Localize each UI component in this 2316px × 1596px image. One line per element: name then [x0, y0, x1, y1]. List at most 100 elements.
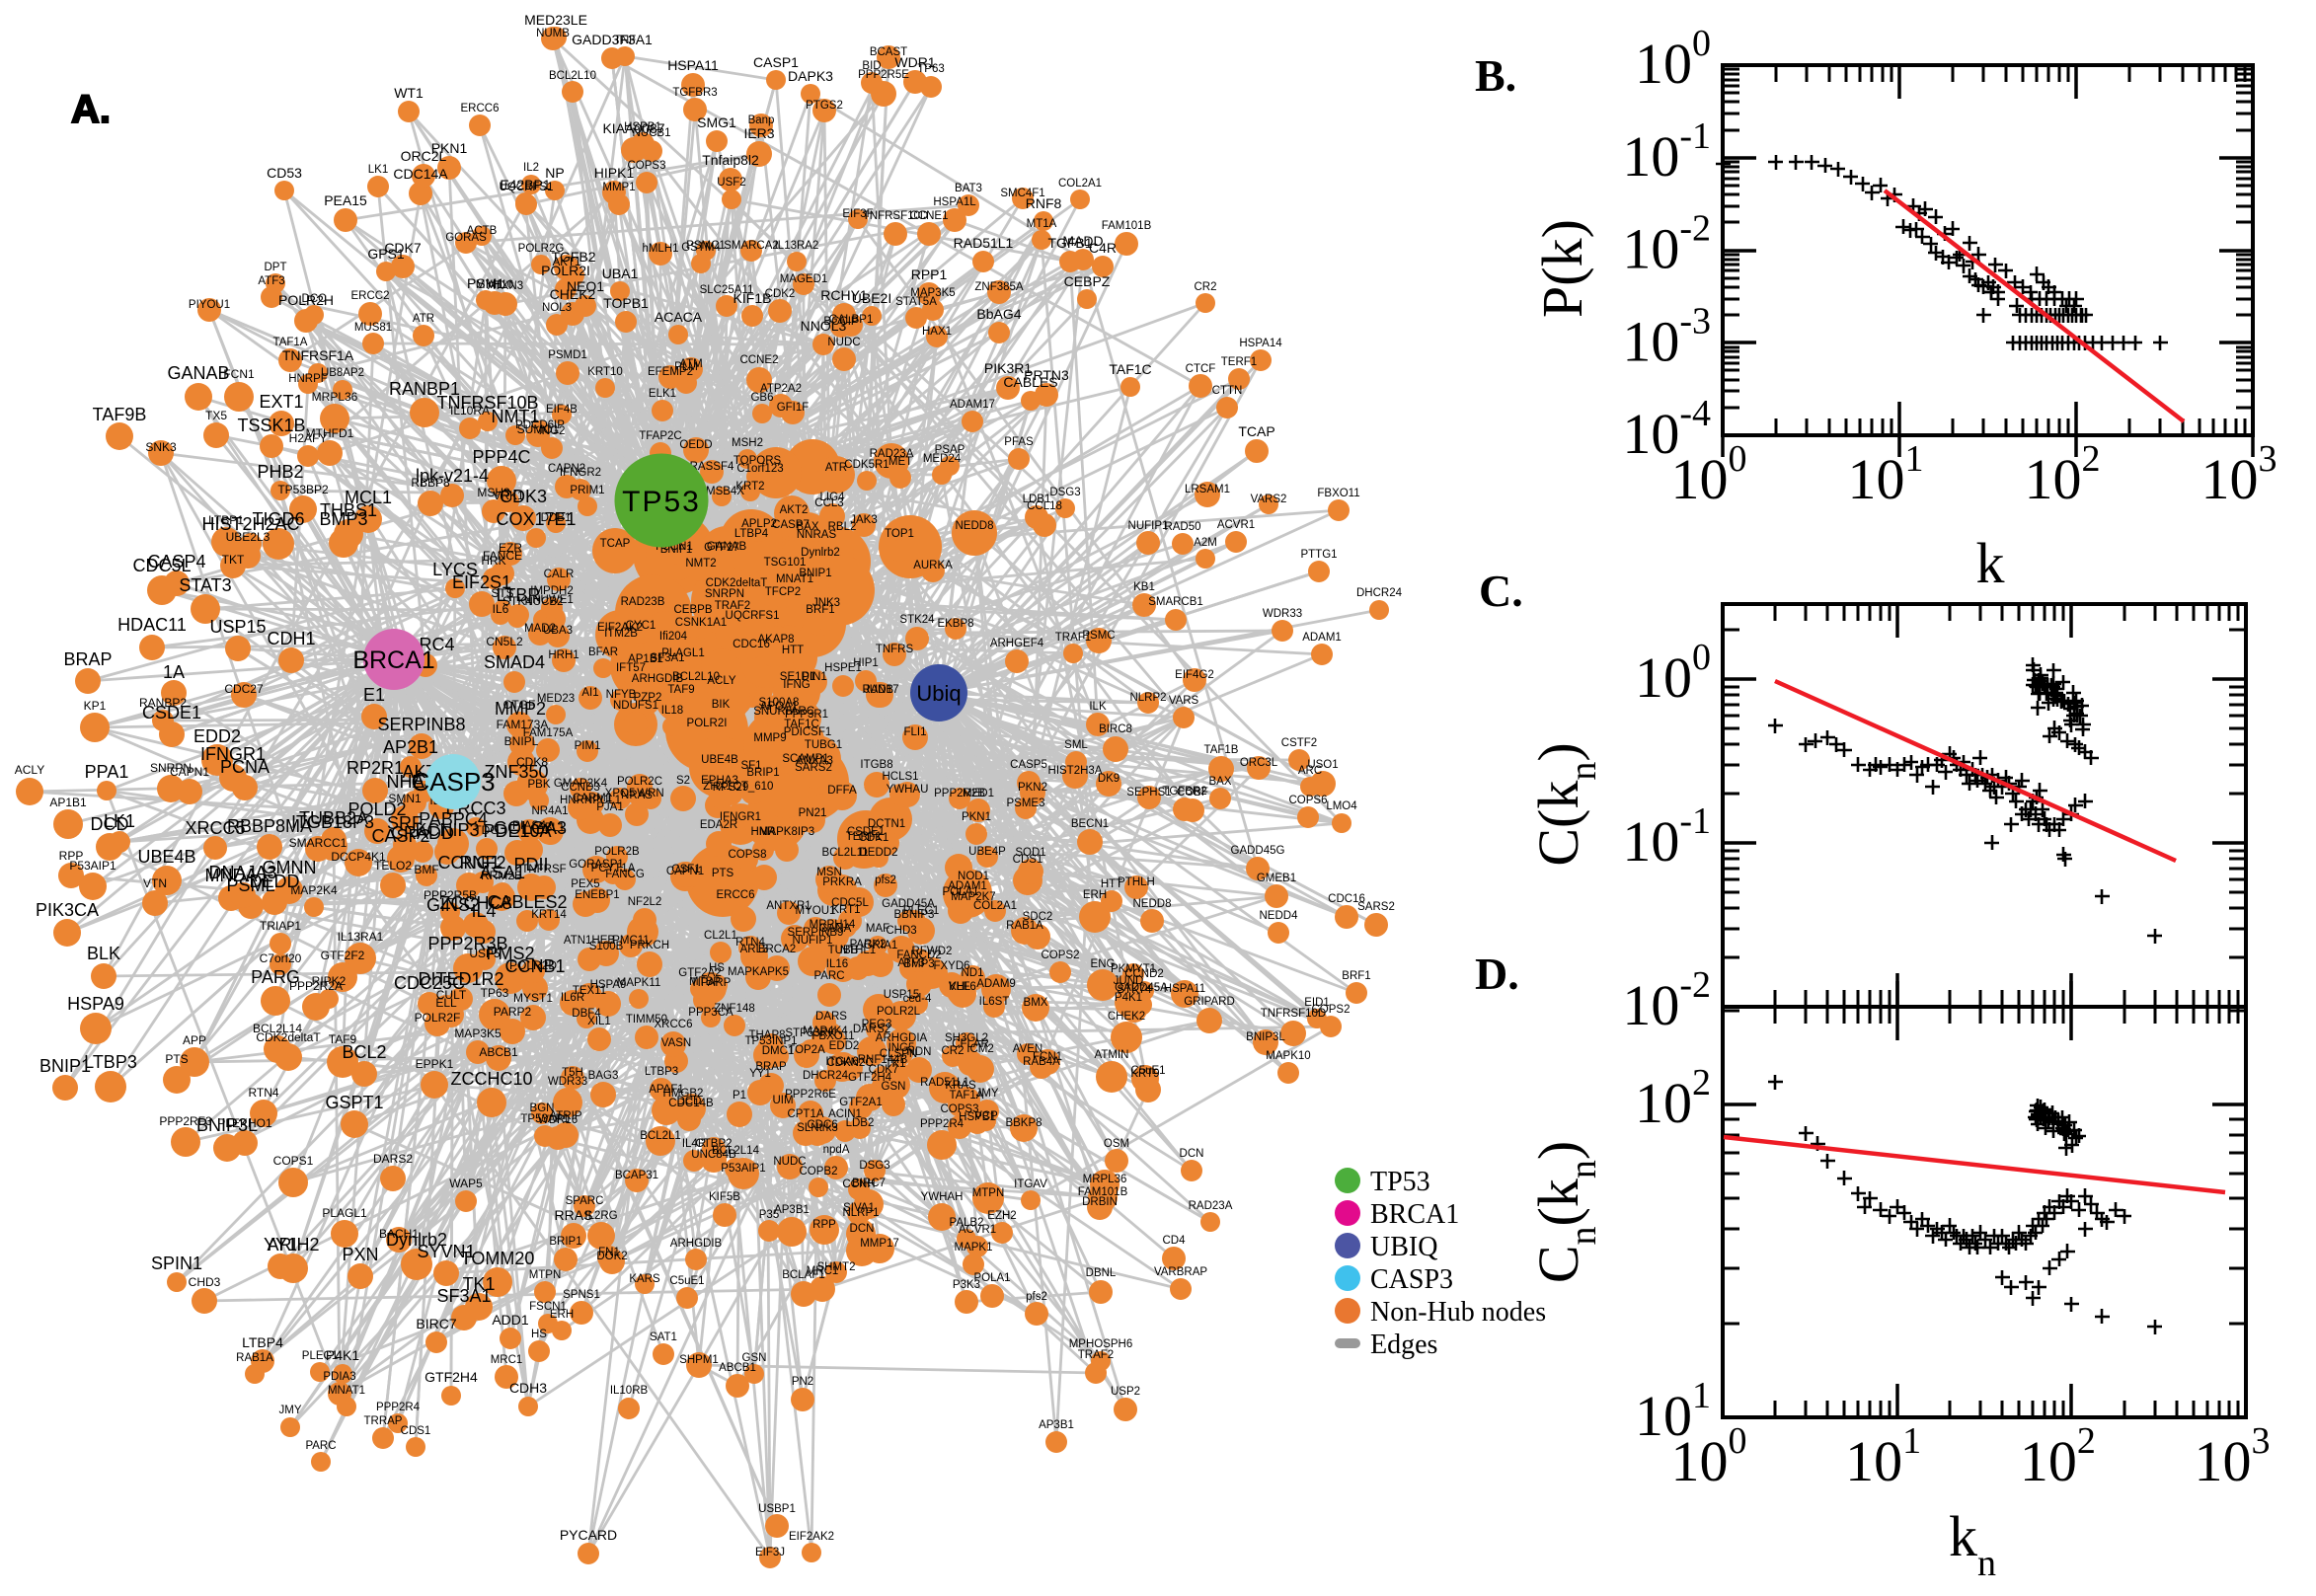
svg-text:UBA1: UBA1 [602, 266, 639, 281]
svg-text:AKT1: AKT1 [553, 257, 581, 268]
svg-text:PRIM1: PRIM1 [570, 485, 604, 496]
svg-text:CR2: CR2 [1194, 281, 1216, 293]
svg-text:LIG4: LIG4 [820, 492, 846, 503]
svg-text:NEDD4: NEDD4 [1260, 910, 1299, 922]
svg-text:SPARC: SPARC [566, 1195, 604, 1207]
svg-text:CDC16: CDC16 [733, 639, 770, 650]
svg-text:WRN: WRN [637, 788, 663, 799]
svg-text:HS: HS [531, 1329, 547, 1340]
svg-text:AI1: AI1 [581, 687, 598, 699]
svg-text:NNRAS: NNRAS [797, 529, 837, 541]
svg-text:ARHGDIB: ARHGDIB [632, 673, 684, 685]
svg-text:TK1: TK1 [885, 1058, 905, 1070]
svg-text:PN21: PN21 [799, 807, 827, 819]
svg-text:NUDC: NUDC [827, 337, 860, 348]
svg-text:IFNG: IFNG [783, 679, 811, 691]
svg-text:NEDD8: NEDD8 [1133, 898, 1172, 910]
svg-text:CTGF: CTGF [503, 698, 536, 712]
svg-text:SF1: SF1 [740, 760, 761, 772]
svg-text:GRIPARD: GRIPARD [1184, 996, 1235, 1008]
svg-text:PRTN3: PRTN3 [1024, 367, 1069, 383]
svg-text:CDK3: CDK3 [500, 487, 547, 506]
svg-text:ITM2B: ITM2B [604, 628, 638, 640]
svg-text:EIF3J: EIF3J [755, 1547, 785, 1558]
svg-text:BCL2L14: BCL2L14 [712, 1145, 760, 1157]
svg-text:SMN1: SMN1 [388, 792, 422, 805]
svg-text:MTPN: MTPN [529, 1269, 562, 1281]
svg-text:XRCC5: XRCC5 [185, 818, 245, 838]
svg-text:UBE2L3: UBE2L3 [226, 530, 270, 544]
svg-text:WAP5: WAP5 [449, 1177, 483, 1190]
svg-text:MAPK8IP3: MAPK8IP3 [759, 826, 814, 838]
svg-text:SARS2: SARS2 [795, 762, 832, 774]
svg-text:C5uE1: C5uE1 [1130, 1065, 1165, 1077]
svg-text:PPP3CA: PPP3CA [688, 1007, 733, 1019]
svg-text:CR2: CR2 [941, 1045, 964, 1057]
svg-text:ASA1: ASA1 [480, 863, 525, 882]
svg-text:MAD2: MAD2 [524, 623, 556, 635]
svg-text:PSAP: PSAP [935, 444, 965, 456]
svg-text:SML: SML [1064, 739, 1088, 751]
svg-text:BID: BID [862, 60, 881, 72]
svg-text:P1: P1 [733, 1090, 746, 1102]
svg-text:PSMC1: PSMC1 [686, 240, 726, 252]
svg-text:NUCB1: NUCB1 [633, 127, 671, 139]
svg-text:RPP: RPP [812, 1219, 836, 1231]
svg-text:TUBG1: TUBG1 [805, 739, 842, 751]
svg-text:USP15: USP15 [884, 989, 919, 1001]
svg-text:MTHFD1: MTHFD1 [306, 426, 354, 440]
svg-text:BCL2: BCL2 [342, 1042, 386, 1062]
svg-text:PMS2: PMS2 [486, 944, 534, 963]
svg-text:ZHX1: ZHX1 [703, 781, 732, 793]
svg-text:E1: E1 [363, 685, 385, 705]
svg-text:ERH: ERH [550, 1309, 574, 1321]
svg-text:ITGAV: ITGAV [1014, 1178, 1047, 1190]
svg-text:ADAM9: ADAM9 [976, 978, 1016, 990]
svg-text:TOP1: TOP1 [885, 528, 914, 540]
svg-text:TAF1A: TAF1A [273, 337, 308, 348]
svg-text:P35: P35 [759, 1209, 779, 1221]
svg-text:CAPN1: CAPN1 [666, 866, 704, 877]
svg-text:PLM: PLM [674, 361, 698, 373]
svg-text:S100B: S100B [589, 941, 624, 952]
svg-text:SRF: SRF [387, 813, 423, 833]
svg-text:STP53RK: STP53RK [785, 1027, 835, 1039]
svg-text:SOD1: SOD1 [1015, 847, 1045, 859]
svg-text:POLR2L: POLR2L [877, 1006, 921, 1018]
svg-text:ADAM1: ADAM1 [948, 880, 987, 892]
svg-text:IL6R: IL6R [561, 992, 584, 1004]
svg-text:TAF1B: TAF1B [1204, 744, 1239, 756]
svg-text:TDG: TDG [474, 823, 499, 837]
svg-text:HSPA1L: HSPA1L [933, 196, 976, 208]
svg-text:GANAB: GANAB [167, 363, 229, 383]
svg-text:GTF2A2: GTF2A2 [678, 967, 721, 979]
svg-text:PCYT1A: PCYT1A [591, 863, 636, 874]
svg-text:IFNGR2: IFNGR2 [560, 467, 601, 479]
svg-text:CD4: CD4 [1162, 1235, 1186, 1247]
svg-text:RTN4: RTN4 [248, 1086, 278, 1100]
svg-text:PLEC1: PLEC1 [903, 905, 939, 917]
svg-text:HSPA14: HSPA14 [1239, 338, 1282, 349]
svg-text:GORASP1: GORASP1 [569, 859, 624, 871]
svg-text:HNRNPUL1: HNRNPUL1 [560, 795, 621, 806]
svg-text:P53AIP1: P53AIP1 [721, 1163, 765, 1175]
svg-text:HDAC11: HDAC11 [117, 615, 187, 635]
svg-text:PDII: PDII [513, 855, 548, 874]
svg-text:RAD17: RAD17 [862, 684, 898, 696]
svg-text:TSG101: TSG101 [764, 557, 807, 569]
svg-text:TMSB4X: TMSB4X [699, 486, 744, 497]
svg-text:PABPC4: PABPC4 [419, 809, 488, 829]
svg-text:UBE4B: UBE4B [701, 754, 738, 766]
svg-text:ARL3: ARL3 [740, 944, 769, 955]
svg-text:PBK: PBK [527, 779, 550, 791]
svg-text:LTBP3: LTBP3 [645, 1066, 678, 1078]
svg-text:SH3GL2: SH3GL2 [945, 1032, 988, 1044]
svg-text:JNK3: JNK3 [812, 597, 840, 609]
svg-text:HNR: HNR [751, 826, 776, 838]
svg-text:FCN1: FCN1 [1033, 1051, 1062, 1063]
svg-text:BRAP: BRAP [63, 649, 112, 669]
svg-text:BRF1: BRF1 [806, 604, 834, 616]
svg-text:ING2: ING2 [539, 425, 566, 437]
svg-text:CDS1: CDS1 [1013, 854, 1043, 866]
svg-text:EIF4B: EIF4B [546, 404, 578, 416]
